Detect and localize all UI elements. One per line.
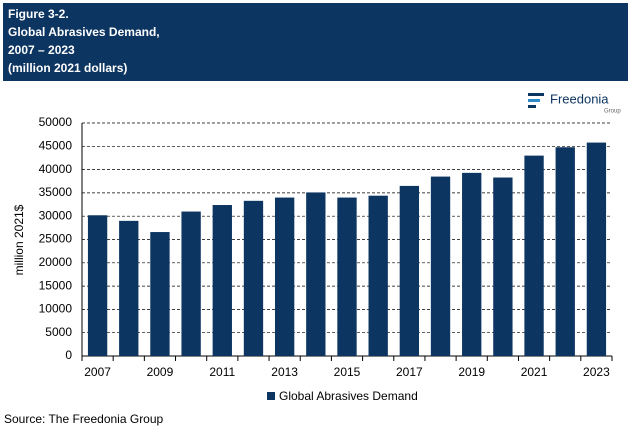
- x-tick-label: 2023: [583, 365, 610, 379]
- legend-label: Global Abrasives Demand: [279, 389, 418, 403]
- bar: [430, 176, 451, 356]
- title-line: Global Abrasives Demand,: [8, 25, 160, 39]
- x-tick-label: 2013: [271, 365, 298, 379]
- bar: [368, 195, 388, 356]
- y-tick-label: 30000: [39, 208, 73, 222]
- y-axis-label: million 2021$: [12, 204, 26, 275]
- bar: [399, 185, 420, 356]
- y-tick-label: 45000: [39, 138, 73, 152]
- y-tick-label: 40000: [39, 162, 73, 176]
- bar: [524, 155, 544, 356]
- bar: [306, 192, 326, 356]
- logo-sub: Group: [604, 109, 621, 115]
- x-tick-label: 2015: [334, 365, 361, 379]
- y-tick-label: 10000: [39, 302, 73, 316]
- x-tick-label: 2019: [458, 365, 485, 379]
- y-tick-label: 35000: [39, 185, 73, 199]
- bar: [119, 220, 139, 356]
- title-line: (million 2021 dollars): [8, 61, 127, 75]
- x-tick-label: 2017: [396, 365, 423, 379]
- y-tick-label: 5000: [45, 325, 72, 339]
- y-tick-label: 15000: [39, 278, 73, 292]
- x-tick-label: 2009: [147, 365, 174, 379]
- y-tick-label: 20000: [39, 255, 73, 269]
- bar: [337, 197, 357, 356]
- y-tick-label: 50000: [39, 115, 73, 129]
- bar: [462, 172, 482, 356]
- title-line: 2007 – 2023: [8, 43, 75, 57]
- bar: [586, 142, 607, 356]
- bar: [274, 197, 295, 356]
- x-tick-label: 2011: [209, 365, 235, 379]
- bar: [87, 215, 108, 356]
- y-tick-label: 0: [65, 348, 72, 362]
- bar: [212, 205, 232, 356]
- bar: [181, 211, 201, 356]
- logo: Freedonia Group: [528, 91, 621, 115]
- x-tick-label: 2021: [521, 365, 548, 379]
- bar: [555, 147, 575, 356]
- bar: [493, 177, 513, 356]
- x-tick-label: 2007: [84, 365, 111, 379]
- bar: [150, 232, 170, 356]
- header-box: [3, 3, 628, 81]
- figure-label: Figure 3-2.: [8, 7, 69, 21]
- y-tick-label: 25000: [39, 232, 73, 246]
- bar: [243, 200, 264, 356]
- legend-swatch: [267, 392, 275, 400]
- logo-name: Freedonia: [550, 91, 609, 106]
- source: Source: The Freedonia Group: [4, 412, 164, 426]
